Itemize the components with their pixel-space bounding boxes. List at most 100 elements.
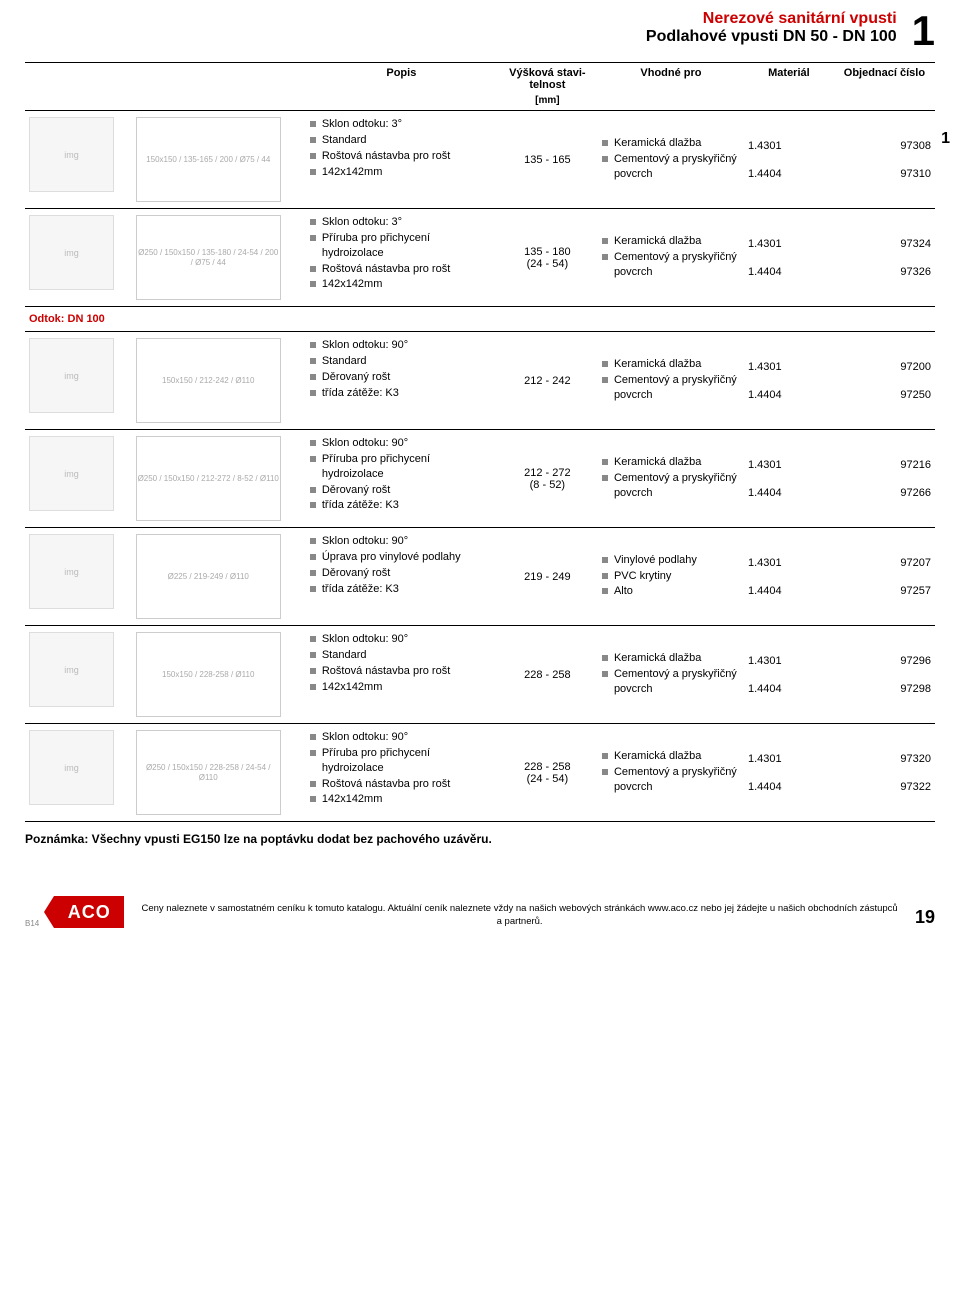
description-list: Sklon odtoku: 3°Příruba pro přichycení h… [310, 215, 493, 292]
col-height: Výšková stavi-telnost [mm] [497, 63, 598, 111]
height-value: 228 - 258 (24 - 54) [497, 724, 598, 822]
description-item: Děrovaný rošt [310, 370, 493, 385]
technical-drawing: Ø225 / 219-249 / Ø110 [136, 534, 281, 619]
suitable-list: Keramická dlažbaCementový a pryskyřičný … [602, 749, 740, 795]
order-number: 97326 [838, 266, 931, 278]
description-list: Sklon odtoku: 90°StandardDěrovaný rošttř… [310, 338, 493, 400]
suitable-list: Keramická dlažbaCementový a pryskyřičný … [602, 357, 740, 403]
height-value: 212 - 242 [497, 332, 598, 430]
material-value: 1.4404 [748, 585, 830, 597]
suitable-item: Cementový a pryskyřičný povcrch [602, 765, 740, 795]
suitable-item: Cementový a pryskyřičný povcrch [602, 373, 740, 403]
description-list: Sklon odtoku: 90°StandardRoštová nástavb… [310, 632, 493, 694]
material-value: 1.4404 [748, 389, 830, 401]
technical-drawing: 150x150 / 135-165 / 200 / Ø75 / 44 [136, 117, 281, 202]
description-item: Standard [310, 133, 493, 148]
col-material: Materiál [744, 63, 834, 111]
material-value: 1.4301 [748, 238, 830, 250]
suitable-item: Keramická dlažba [602, 749, 740, 764]
material-value: 1.4301 [748, 655, 830, 667]
product-image: img [29, 215, 114, 290]
description-item: Příruba pro přichycení hydroizolace [310, 231, 493, 261]
description-list: Sklon odtoku: 90°Úprava pro vinylové pod… [310, 534, 493, 596]
technical-drawing: 150x150 / 228-258 / Ø110 [136, 632, 281, 717]
order-number: 97320 [838, 753, 931, 765]
description-item: Sklon odtoku: 90° [310, 534, 493, 549]
product-image: img [29, 338, 114, 413]
material-value: 1.4404 [748, 168, 830, 180]
description-item: Úprava pro vinylové podlahy [310, 550, 493, 565]
product-image: img [29, 730, 114, 805]
height-value: 135 - 165 [497, 111, 598, 209]
footer-code: B14 [25, 919, 39, 928]
description-item: Roštová nástavba pro rošt [310, 149, 493, 164]
description-item: Sklon odtoku: 90° [310, 338, 493, 353]
description-item: Děrovaný rošt [310, 566, 493, 581]
description-list: Sklon odtoku: 90°Příruba pro přichycení … [310, 436, 493, 513]
description-item: 142x142mm [310, 277, 493, 292]
table-header-row: Popis Výšková stavi-telnost [mm] Vhodné … [25, 63, 935, 111]
col-order: Objednací číslo [834, 63, 935, 111]
product-image: img [29, 436, 114, 511]
page-number: 19 [915, 907, 935, 928]
material-value: 1.4301 [748, 361, 830, 373]
order-number: 97200 [838, 361, 931, 373]
material-value: 1.4301 [748, 459, 830, 471]
description-item: Roštová nástavba pro rošt [310, 777, 493, 792]
height-value: 135 - 180 (24 - 54) [497, 209, 598, 307]
footnote: Poznámka: Všechny vpusti EG150 lze na po… [25, 832, 935, 846]
suitable-list: Keramická dlažbaCementový a pryskyřičný … [602, 651, 740, 697]
footer-text: Ceny naleznete v samostatném ceníku k to… [139, 903, 900, 928]
order-number: 97266 [838, 487, 931, 499]
description-item: Roštová nástavba pro rošt [310, 664, 493, 679]
description-list: Sklon odtoku: 3°StandardRoštová nástavba… [310, 117, 493, 179]
description-item: 142x142mm [310, 165, 493, 180]
height-value: 212 - 272 (8 - 52) [497, 430, 598, 528]
material-value: 1.4404 [748, 683, 830, 695]
table-row: img 150x150 / 212-242 / Ø110 Sklon odtoku:… [25, 332, 935, 430]
material-value: 1.4404 [748, 266, 830, 278]
height-value: 219 - 249 [497, 528, 598, 626]
suitable-item: Vinylové podlahy [602, 553, 740, 568]
description-item: Sklon odtoku: 90° [310, 730, 493, 745]
material-value: 1.4301 [748, 557, 830, 569]
suitable-item: PVC krytiny [602, 569, 740, 584]
order-number: 97257 [838, 585, 931, 597]
side-chapter: 1 [941, 130, 950, 148]
description-item: Roštová nástavba pro rošt [310, 262, 493, 277]
suitable-item: Cementový a pryskyřičný povcrch [602, 250, 740, 280]
technical-drawing: Ø250 / 150x150 / 212-272 / 8-52 / Ø110 [136, 436, 281, 521]
description-item: třída zátěže: K3 [310, 386, 493, 401]
col-suitable: Vhodné pro [598, 63, 744, 111]
suitable-item: Keramická dlažba [602, 651, 740, 666]
material-value: 1.4301 [748, 753, 830, 765]
material-value: 1.4404 [748, 781, 830, 793]
header-line2: Podlahové vpusti DN 50 - DN 100 [646, 28, 897, 46]
products-table: Popis Výšková stavi-telnost [mm] Vhodné … [25, 62, 935, 822]
description-item: 142x142mm [310, 680, 493, 695]
table-row: img Ø250 / 150x150 / 212-272 / 8-52 / Ø11… [25, 430, 935, 528]
description-item: Sklon odtoku: 90° [310, 632, 493, 647]
technical-drawing: 150x150 / 212-242 / Ø110 [136, 338, 281, 423]
suitable-item: Cementový a pryskyřičný povcrch [602, 152, 740, 182]
col-desc: Popis [306, 63, 497, 111]
product-image: img [29, 632, 114, 707]
material-value: 1.4404 [748, 487, 830, 499]
description-item: Příruba pro přichycení hydroizolace [310, 746, 493, 776]
table-row: img Ø250 / 150x150 / 228-258 / 24-54 / Ø1… [25, 724, 935, 822]
order-number: 97216 [838, 459, 931, 471]
suitable-item: Keramická dlažba [602, 357, 740, 372]
description-item: Sklon odtoku: 3° [310, 117, 493, 132]
technical-drawing: Ø250 / 150x150 / 228-258 / 24-54 / Ø110 [136, 730, 281, 815]
description-list: Sklon odtoku: 90°Příruba pro přichycení … [310, 730, 493, 807]
section-label: Odtok: DN 100 [25, 307, 935, 332]
order-number: 97324 [838, 238, 931, 250]
page-footer: B14 ACO Ceny naleznete v samostatném cen… [25, 896, 935, 928]
suitable-list: Vinylové podlahyPVC krytinyAlto [602, 553, 740, 600]
order-number: 97308 [838, 140, 931, 152]
height-value: 228 - 258 [497, 626, 598, 724]
order-number: 97298 [838, 683, 931, 695]
suitable-item: Keramická dlažba [602, 136, 740, 151]
description-item: třída zátěže: K3 [310, 582, 493, 597]
description-item: Standard [310, 648, 493, 663]
